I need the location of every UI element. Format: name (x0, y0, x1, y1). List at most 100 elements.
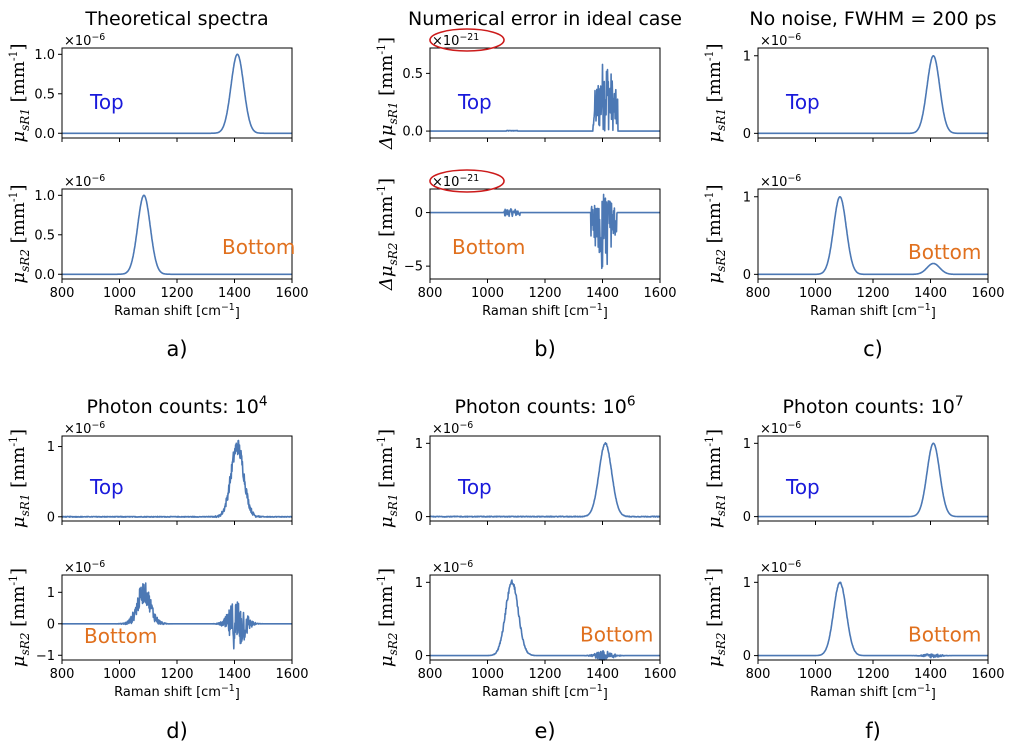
subplot: 0.0 0.5 ×10−21 ΔμsR1 [mm-1] Top (375, 28, 661, 150)
panel-d: Photon counts: 104 0 1 ×10−6 μsR1 [mm-1] Top −… (7, 393, 309, 743)
panel-letter: d) (166, 719, 188, 743)
y-tick-label: 0 (415, 510, 423, 525)
x-tick-label: 1200 (856, 667, 889, 682)
series-line (429, 193, 661, 270)
x-axis-label: Raman shift [cm−1] (810, 683, 936, 702)
y-axis-label: μsR2 [mm-1] (7, 568, 32, 667)
series-line (429, 579, 661, 661)
x-tick-label: 1400 (218, 286, 251, 301)
y-tick-label: 0 (415, 206, 423, 221)
subplot: 0.0 0.5 1.0 800 1000 1200 1400 1600 Raman shift … (7, 173, 309, 321)
x-tick-label: 1200 (528, 667, 561, 682)
y-tick-label: 1 (743, 437, 751, 452)
label-bottom: Bottom (580, 622, 653, 646)
y-axis-label: μsR1 [mm-1] (703, 43, 728, 142)
sci-offset: ×10−6 (64, 32, 105, 49)
panel-title: Photon counts: 104 (86, 393, 267, 418)
panel-title: No noise, FWHM = 200 ps (749, 8, 996, 30)
sci-offset: ×10−21 (432, 173, 479, 190)
y-tick-label: 1 (415, 437, 423, 452)
y-tick-label: 1 (743, 49, 751, 64)
x-tick-label: 1600 (275, 286, 308, 301)
y-axis-label: μsR2 [mm-1] (703, 184, 728, 283)
sci-offset: ×10−6 (64, 420, 105, 437)
y-axis-label: μsR1 [mm-1] (703, 429, 728, 528)
series-line (61, 53, 293, 135)
series-line (61, 582, 293, 650)
panel-a: Theoretical spectra 0.0 0.5 1.0 ×10−6 μsR1 [m… (7, 8, 309, 361)
y-tick-label: −1 (36, 649, 55, 664)
subplot: 0 1 ×10−6 μsR1 [mm-1] Top (703, 32, 989, 143)
x-tick-label: 1000 (799, 286, 832, 301)
x-tick-label: 1000 (471, 286, 504, 301)
sci-offset: ×10−6 (760, 32, 801, 49)
panel-letter: b) (534, 337, 556, 361)
subplot: 0.0 0.5 1.0 ×10−6 μsR1 [mm-1] Top (7, 32, 293, 143)
x-tick-label: 1400 (218, 667, 251, 682)
sci-offset: ×10−6 (64, 559, 105, 576)
y-axis-label: μsR2 [mm-1] (7, 184, 32, 283)
y-tick-label: 0 (743, 127, 751, 142)
panel-letter: e) (534, 719, 555, 743)
y-tick-label: 1 (743, 190, 751, 205)
y-axis-label: μsR1 [mm-1] (7, 43, 32, 142)
subplot: 0 1 800 1000 1200 1400 1600 Raman shift [cm−1] ×… (703, 559, 1005, 702)
x-axis-label: Raman shift [cm−1] (810, 302, 936, 321)
y-axis-label: μsR2 [mm-1] (375, 568, 400, 667)
y-tick-label: 0 (47, 617, 55, 632)
y-tick-label: 1.0 (34, 189, 55, 204)
sci-offset: ×10−6 (432, 420, 473, 437)
panel-title: Photon counts: 107 (782, 393, 963, 418)
y-tick-label: 0 (743, 268, 751, 283)
sci-offset: ×10−6 (760, 420, 801, 437)
y-tick-label: 0.0 (34, 127, 55, 142)
x-axis-label: Raman shift [cm−1] (114, 683, 240, 702)
series-line (757, 196, 989, 276)
subplot: 0 1 800 1000 1200 1400 1600 Raman shift [cm−1] ×… (375, 559, 677, 702)
y-axis-label: ΔμsR2 [mm-1] (375, 178, 400, 291)
y-tick-label: 1 (47, 586, 55, 601)
x-tick-label: 800 (418, 667, 443, 682)
y-tick-label: 0 (743, 510, 751, 525)
subplot: 0 1 ×10−6 μsR1 [mm-1] Top (375, 420, 661, 528)
x-tick-label: 1000 (103, 667, 136, 682)
x-tick-label: 800 (746, 667, 771, 682)
x-tick-label: 1200 (528, 286, 561, 301)
x-axis-label: Raman shift [cm−1] (114, 302, 240, 321)
series-line (61, 194, 293, 276)
panel-c: No noise, FWHM = 200 ps 0 1 ×10−6 μsR1 [mm-1… (703, 8, 1005, 361)
x-tick-label: 1000 (471, 667, 504, 682)
plot-frame (757, 188, 989, 280)
y-tick-label: 0.0 (402, 125, 423, 140)
y-tick-label: 0.5 (34, 87, 55, 102)
x-tick-label: 1200 (856, 286, 889, 301)
subplot: −1 0 1 800 1000 1200 1400 1600 Raman shift [cm−1… (7, 559, 309, 702)
label-top: Top (457, 90, 492, 114)
y-axis-label: ΔμsR1 [mm-1] (375, 37, 400, 150)
label-bottom: Bottom (908, 622, 981, 646)
series-line (429, 63, 661, 132)
series-line (429, 442, 661, 518)
panel-title: Theoretical spectra (84, 8, 268, 30)
label-bottom: Bottom (84, 624, 157, 648)
x-tick-label: 1600 (971, 667, 1004, 682)
panel-title: Photon counts: 106 (454, 393, 635, 418)
subplot: −5 0 800 1000 1200 1400 1600 Raman shift [cm−1]… (375, 169, 677, 321)
plot-frame (429, 574, 661, 661)
x-tick-label: 800 (50, 286, 75, 301)
x-axis-label: Raman shift [cm−1] (482, 302, 608, 321)
series-line (61, 439, 293, 519)
x-tick-label: 1200 (160, 286, 193, 301)
x-axis-label: Raman shift [cm−1] (482, 683, 608, 702)
y-tick-label: −5 (404, 260, 423, 275)
y-tick-label: 0 (415, 649, 423, 664)
y-tick-label: 0 (47, 510, 55, 525)
x-tick-label: 800 (746, 286, 771, 301)
panel-letter: f) (865, 719, 881, 743)
y-tick-label: 0 (743, 649, 751, 664)
y-tick-label: 1 (743, 576, 751, 591)
y-tick-label: 0.0 (34, 268, 55, 283)
